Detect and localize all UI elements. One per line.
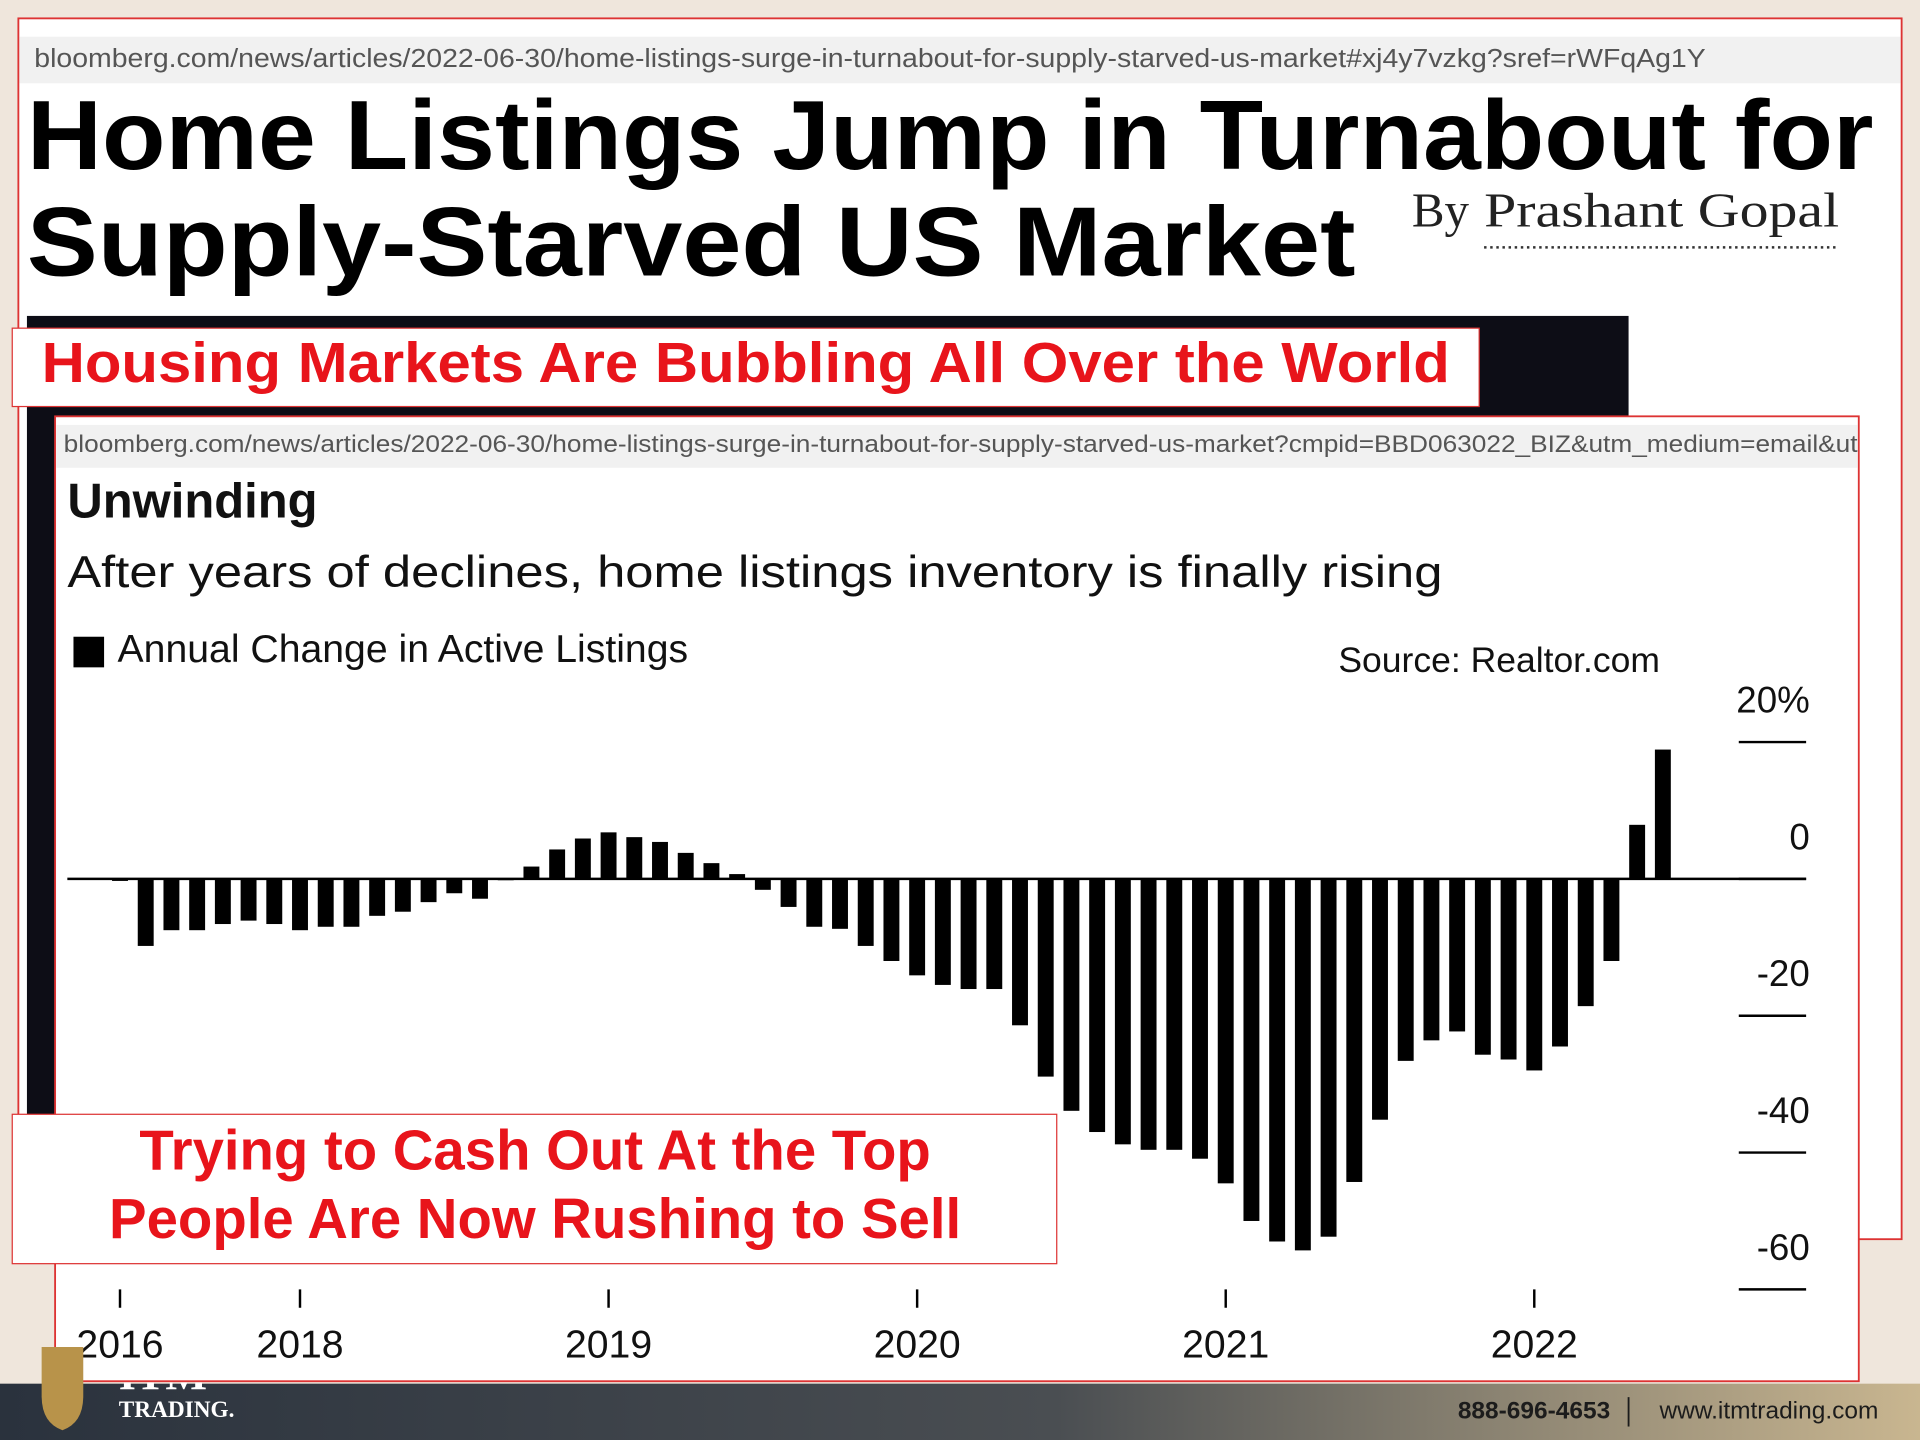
byline-author: Prashant Gopal (1484, 183, 1839, 238)
y-tick-label: 0 (1789, 816, 1809, 857)
bar (600, 832, 617, 879)
chart-title: Unwinding (67, 474, 317, 528)
bar (1397, 878, 1414, 1061)
x-tick-label: 2022 (1491, 1323, 1578, 1366)
bar (1063, 878, 1080, 1111)
bar (137, 878, 154, 946)
legend-swatch (73, 636, 105, 668)
footer-website: www.itmtrading.com (1658, 1397, 1878, 1424)
bar (446, 878, 463, 894)
bar (1140, 878, 1157, 1150)
bar (1474, 878, 1491, 1055)
logo-text: ITM (119, 1350, 207, 1399)
bar (292, 878, 308, 931)
headline: Home Listings Jump in Turnabout for (27, 80, 1874, 190)
x-tick-label: 2021 (1182, 1323, 1269, 1366)
bar (240, 878, 257, 921)
url: bloomberg.com/news/articles/2022-06-30/h… (34, 45, 1705, 73)
bar (677, 852, 694, 879)
bar (1577, 878, 1594, 1007)
bar (652, 841, 668, 879)
bar (574, 838, 591, 879)
bar (729, 874, 746, 879)
bar (1269, 878, 1286, 1242)
bar (1372, 878, 1388, 1120)
bar (472, 878, 488, 899)
caption-box (11, 327, 1480, 408)
byline: By (1412, 183, 1470, 238)
bar (214, 878, 231, 925)
bar (1243, 878, 1260, 1221)
chart-subtitle: After years of declines, home listings i… (67, 548, 1442, 597)
caption: Trying to Cash Out At the Top (139, 1119, 930, 1182)
plot: 20% 0 -20 -40 -60 2016 2018 2019 2020 2021 2022 (67, 680, 1810, 1366)
bar (1500, 878, 1517, 1060)
bar (549, 849, 566, 879)
bar (1423, 878, 1440, 1041)
bar (523, 866, 540, 879)
bar (1114, 878, 1131, 1145)
bar (369, 878, 386, 916)
bar (934, 878, 951, 985)
bar (1603, 878, 1620, 961)
bar (1192, 878, 1208, 1159)
bar (909, 878, 926, 976)
x-tick-label: 2018 (256, 1323, 343, 1366)
bar (497, 878, 514, 881)
bar (832, 878, 848, 929)
x-tick-label: 2019 (565, 1323, 652, 1366)
bar (394, 878, 411, 912)
y-tick-label: -60 (1757, 1227, 1810, 1268)
bar (1526, 878, 1543, 1071)
bar (1089, 878, 1106, 1133)
caption: People Are Now Rushing to Sell (109, 1187, 961, 1250)
bar (1449, 878, 1466, 1032)
caption: Housing Markets Are Bubbling All Over th… (42, 331, 1450, 394)
bar (754, 878, 771, 890)
bar (1012, 878, 1028, 1026)
url: bloomberg.com/news/articles/2022-06-30/h… (64, 431, 1858, 458)
bar (1037, 878, 1054, 1077)
bar (1166, 878, 1183, 1150)
logo-shield (41, 1346, 84, 1431)
bar (1629, 824, 1646, 879)
bar (112, 878, 128, 881)
footer (0, 1383, 1920, 1440)
bar (317, 878, 334, 927)
bar (163, 878, 180, 931)
chart-source: Source: Realtor.com (1338, 640, 1660, 680)
x-tick-label: 2020 (874, 1323, 961, 1366)
y-tick-label: -20 (1757, 953, 1810, 994)
bar (626, 837, 643, 879)
url-bar (19, 36, 1901, 84)
bar (1294, 878, 1311, 1251)
x-tick-label: 2016 (76, 1323, 163, 1366)
bar (266, 878, 283, 925)
headline: Supply-Starved US Market (27, 187, 1356, 297)
bar (857, 878, 874, 946)
bar (1346, 878, 1363, 1182)
bar (806, 878, 823, 927)
logo-text: TRADING. (119, 1397, 235, 1423)
bar (883, 878, 900, 961)
bar (1552, 878, 1568, 1047)
bar (1320, 878, 1337, 1237)
legend-label: Annual Change in Active Listings (118, 628, 689, 671)
bar (986, 878, 1003, 990)
bar (420, 878, 437, 903)
y-tick-label: 20% (1736, 680, 1810, 721)
url-bar (56, 424, 1858, 468)
bar (1217, 878, 1234, 1184)
bar (189, 878, 206, 931)
bar (703, 863, 720, 879)
bar (1654, 749, 1671, 879)
caption-box (11, 1113, 1058, 1265)
bar (780, 878, 797, 907)
y-tick-label: -40 (1757, 1090, 1810, 1131)
bar (960, 878, 977, 990)
footer-phone: 888-696-4653 (1458, 1397, 1610, 1424)
bar (343, 878, 360, 927)
